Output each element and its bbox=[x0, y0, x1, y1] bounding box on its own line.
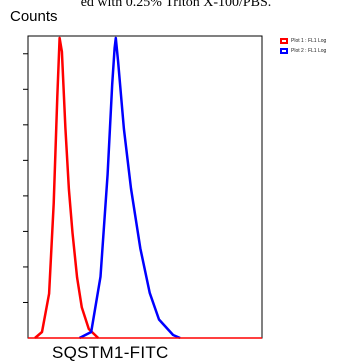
x-axis-label: SQSTM1-FITC bbox=[52, 343, 169, 362]
legend: Plot 1 : FL1 Log Plot 2 : FL1 Log bbox=[280, 36, 326, 56]
legend-swatch-red bbox=[280, 38, 288, 44]
legend-swatch-blue bbox=[280, 48, 288, 54]
legend-label-plot-2: Plot 2 : FL1 Log bbox=[291, 48, 327, 54]
series-line-1 bbox=[34, 36, 100, 339]
y-axis-ticks bbox=[23, 53, 28, 303]
series-line-2 bbox=[78, 36, 181, 340]
legend-item-plot-2: Plot 2 : FL1 Log bbox=[280, 46, 326, 56]
y-axis-label: Counts bbox=[10, 8, 58, 25]
figure-caption-fragment: ed with 0.25% Triton X-100/PBS. bbox=[80, 0, 272, 10]
legend-item-plot-1: Plot 1 : FL1 Log bbox=[280, 36, 326, 46]
legend-label-plot-1: Plot 1 : FL1 Log bbox=[291, 38, 327, 44]
series-layer bbox=[28, 36, 262, 340]
